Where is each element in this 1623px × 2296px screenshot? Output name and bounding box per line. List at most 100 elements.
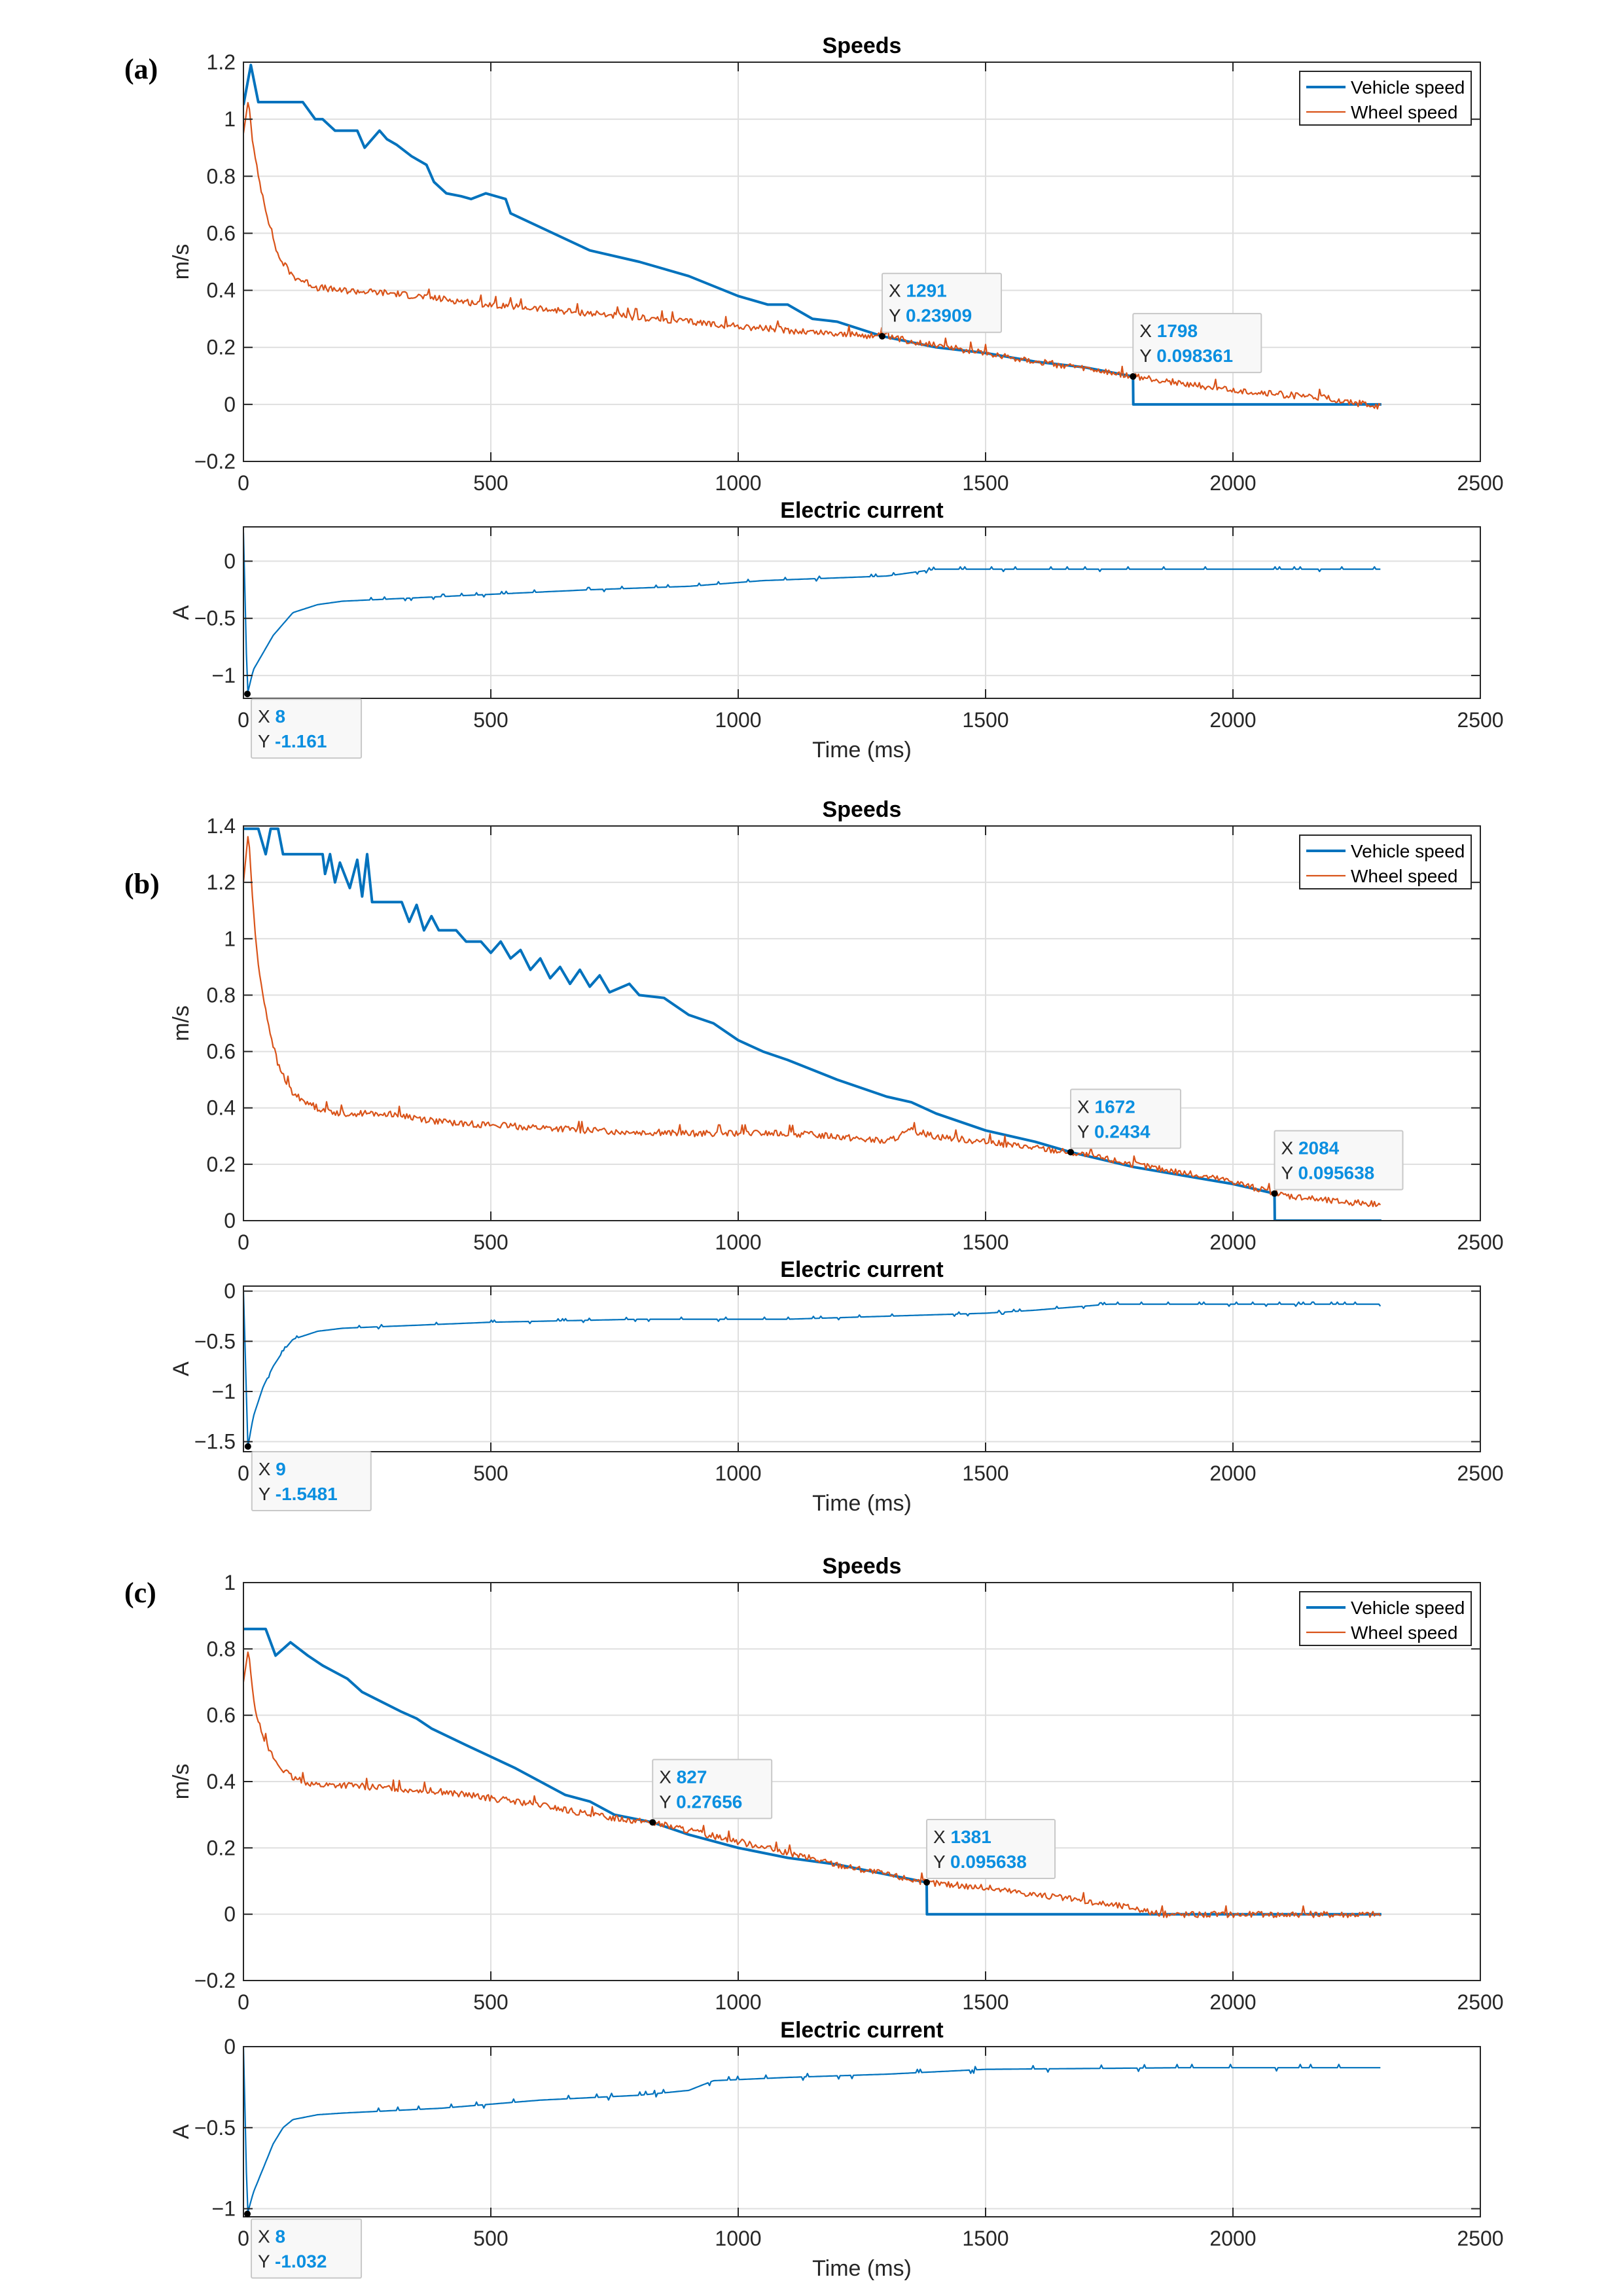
data-tip-x-value: 2084 bbox=[1298, 1138, 1340, 1158]
plot-area bbox=[243, 62, 1480, 461]
series-line-current bbox=[243, 1291, 1382, 1448]
x-tick-label: 500 bbox=[473, 1990, 508, 2014]
data-tip: X 1672 Y 0.2434 bbox=[1067, 1088, 1182, 1156]
data-tip: X 1798 Y 0.098361 bbox=[1130, 313, 1262, 380]
data-tip-x-value: 1672 bbox=[1095, 1096, 1135, 1117]
axes-frame bbox=[243, 526, 1481, 699]
legend-entry: Vehicle speed bbox=[1351, 841, 1465, 861]
data-tip-marker bbox=[1130, 373, 1137, 380]
current-axes-1: 0 500 1000 1500 2000 2500 −1.5 −1 −0.5 0 Electric … bbox=[169, 1257, 1504, 1516]
data-tip-y: Y -1.032 bbox=[258, 2251, 327, 2272]
data-tip-marker bbox=[244, 2210, 251, 2217]
y-tick-label: 0.4 bbox=[207, 279, 236, 302]
y-tick-label: 0.6 bbox=[207, 221, 236, 245]
x-axis-label: Time (ms) bbox=[812, 1491, 912, 1516]
data-tip-y: Y 0.2434 bbox=[1077, 1121, 1150, 1141]
y-tick-label: 0.4 bbox=[207, 1770, 236, 1793]
x-tick-label: 2500 bbox=[1457, 1462, 1503, 1485]
y-tick-label: 1 bbox=[224, 1571, 236, 1594]
x-tick-label: 2000 bbox=[1209, 1990, 1256, 2014]
y-tick-label: 0 bbox=[224, 1903, 236, 1926]
data-tip: X 1291 Y 0.23909 bbox=[878, 272, 1002, 340]
x-tick-label: 1500 bbox=[962, 2227, 1008, 2250]
x-tick-label: 1000 bbox=[715, 1230, 761, 1254]
data-tip-x-value: 8 bbox=[276, 2227, 286, 2247]
y-tick-label: −0.5 bbox=[194, 2116, 236, 2140]
data-tip-x-value: 1291 bbox=[906, 281, 946, 301]
data-tip-x: X 1798 bbox=[1139, 321, 1198, 341]
speeds-axes-2: 0 500 1000 1500 2000 2500−0.200.20.40.60.81Sp… bbox=[169, 1554, 1504, 2014]
y-tick-label: 1 bbox=[224, 107, 236, 131]
current-axes-0: 0 500 1000 1500 2000 2500 −1 −0.5 0 Electric curr… bbox=[169, 498, 1504, 762]
speeds-axes-1: 0 500 1000 1500 2000 2500 0 0.2 0.4 0.6 0.8 1 1.2 1.4… bbox=[169, 797, 1504, 1254]
data-tip-box bbox=[251, 1451, 372, 1512]
x-tick-label: 0 bbox=[238, 1462, 249, 1485]
data-tip-x-value: 1381 bbox=[951, 1827, 991, 1847]
legend-box bbox=[1299, 71, 1472, 126]
y-tick-label: 1.4 bbox=[207, 814, 236, 838]
y-tick-label: 0.8 bbox=[207, 1637, 236, 1660]
legend-entry: Wheel speed bbox=[1351, 1623, 1457, 1643]
x-tick-label: 1500 bbox=[962, 708, 1008, 732]
data-tip-y: Y 0.27656 bbox=[659, 1791, 742, 1812]
y-axis-label: A bbox=[169, 1361, 194, 1376]
axes-title: Electric current bbox=[780, 2018, 943, 2043]
legend: Vehicle speed Wheel speed bbox=[1299, 834, 1472, 889]
x-tick-label: 0 bbox=[238, 708, 249, 732]
data-tip-x: X 8 bbox=[258, 2227, 285, 2247]
legend-box bbox=[1299, 1591, 1472, 1646]
data-tip-box bbox=[926, 1819, 1056, 1880]
axes-title: Speeds bbox=[823, 1554, 902, 1579]
x-tick-label: 2000 bbox=[1209, 2227, 1256, 2250]
y-axis-label: A bbox=[169, 605, 194, 620]
axes-title: Electric current bbox=[780, 498, 943, 523]
data-tip-box bbox=[1274, 1130, 1404, 1191]
data-tip-y: Y 0.098361 bbox=[1139, 346, 1233, 366]
legend-entry: Wheel speed bbox=[1351, 866, 1457, 886]
data-tip-x: X 9 bbox=[259, 1459, 286, 1479]
x-tick-label: 500 bbox=[473, 2227, 508, 2250]
legend: Vehicle speed Wheel speed bbox=[1299, 1591, 1472, 1646]
speeds-axes-0: 0 500 1000 1500 2000 2500−0.200.20.40.60.811.… bbox=[169, 33, 1504, 495]
y-tick-label: −0.2 bbox=[194, 1969, 236, 1992]
data-tip-x-value: 827 bbox=[677, 1767, 707, 1787]
x-tick-label: 0 bbox=[238, 2227, 249, 2250]
series-line-current bbox=[243, 532, 1381, 693]
data-tip-marker bbox=[878, 332, 885, 340]
data-tip-y: Y 0.095638 bbox=[1281, 1163, 1375, 1183]
y-tick-label: −1 bbox=[212, 664, 236, 687]
x-axis-label: Time (ms) bbox=[812, 738, 912, 762]
x-tick-label: 1000 bbox=[715, 1990, 761, 2014]
data-tip: X 1381 Y 0.095638 bbox=[923, 1819, 1056, 1886]
panel-label: (c) bbox=[124, 1577, 156, 1609]
y-axis-label: m/s bbox=[169, 244, 194, 280]
plot-area bbox=[243, 2047, 1480, 2217]
data-tip-marker bbox=[244, 1443, 251, 1450]
data-tip-box bbox=[251, 698, 363, 759]
data-tip-x: X 827 bbox=[659, 1767, 707, 1787]
data-tip-x-value: 1798 bbox=[1157, 321, 1198, 341]
data-tip-y-value: -1.032 bbox=[275, 2251, 327, 2272]
data-tip-x: X 1381 bbox=[933, 1827, 991, 1847]
y-tick-label: 0.2 bbox=[207, 336, 236, 359]
x-tick-label: 2500 bbox=[1457, 471, 1503, 495]
y-tick-label: 1.2 bbox=[207, 50, 236, 74]
data-tip-x: X 1672 bbox=[1077, 1096, 1135, 1117]
axes-frame bbox=[243, 62, 1481, 462]
data-tip-y-value: 0.095638 bbox=[1298, 1163, 1374, 1183]
data-tip-x-value: 8 bbox=[276, 706, 286, 726]
data-tip-y-value: 0.27656 bbox=[676, 1791, 742, 1812]
data-tip-y-value: -1.5481 bbox=[276, 1484, 338, 1504]
x-tick-label: 1000 bbox=[715, 1462, 761, 1485]
data-tip-y-value: 0.098361 bbox=[1156, 346, 1233, 366]
data-tip: X 8 Y -1.032 bbox=[244, 2210, 363, 2279]
series-line-vehicle-speed bbox=[243, 1627, 1382, 1916]
x-tick-label: 500 bbox=[473, 471, 508, 495]
y-tick-label: −0.5 bbox=[194, 1329, 236, 1353]
data-tip-marker bbox=[244, 691, 251, 698]
y-tick-label: 0 bbox=[224, 393, 236, 416]
data-tip-x: X 2084 bbox=[1281, 1138, 1340, 1158]
plot-area bbox=[243, 1286, 1480, 1452]
data-tip-box bbox=[251, 2218, 363, 2279]
